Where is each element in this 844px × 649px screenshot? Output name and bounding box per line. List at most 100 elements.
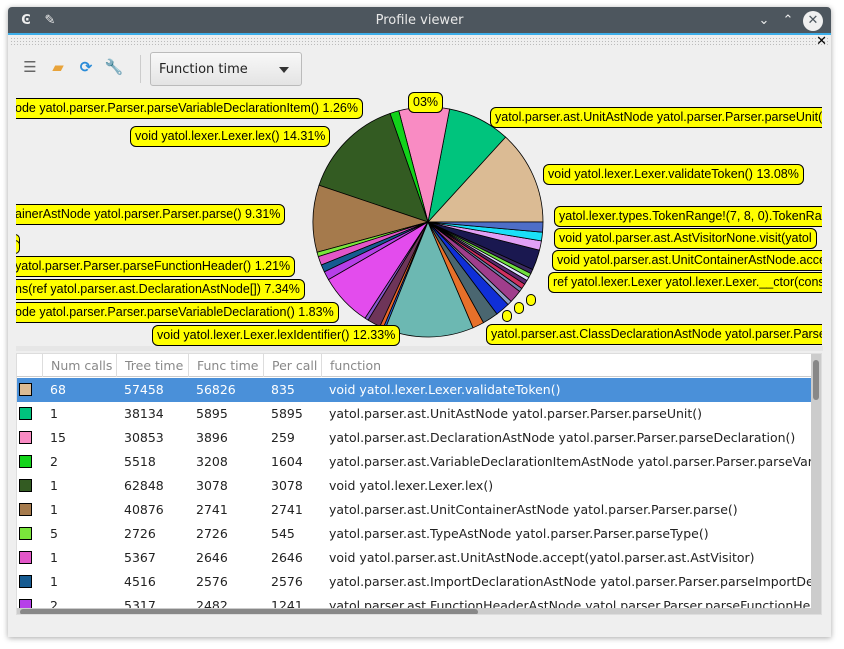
- cell-tree: 57458: [124, 382, 164, 397]
- table-row[interactable]: 2 5518 3208 1604 yatol.parser.ast.VariableDe…: [17, 450, 814, 474]
- column-header-color[interactable]: [17, 354, 42, 377]
- cell-fn: void yatol.lexer.Lexer.lex(): [329, 478, 494, 493]
- table-row[interactable]: 1 4516 2576 2576 yatol.parser.ast.ImportDecl…: [17, 570, 814, 594]
- pin-icon[interactable]: ✎: [44, 13, 56, 28]
- pie-slice[interactable]: [427, 221, 544, 233]
- cell-fn: yatol.parser.ast.UnitAstNode yatol.parse…: [329, 406, 703, 421]
- cell-func: 3078: [196, 478, 228, 493]
- color-swatch: [19, 575, 32, 588]
- cell-per: 259: [271, 430, 295, 445]
- cell-func: 2576: [196, 574, 228, 589]
- new-document-icon[interactable]: ☰: [23, 58, 37, 76]
- cell-per: 2576: [271, 574, 303, 589]
- cell-per: 1604: [271, 454, 303, 469]
- table-row[interactable]: 1 5367 2646 2646 void yatol.parser.ast.UnitA…: [17, 546, 814, 570]
- pie-label: yatol.parser.Parser.parseFunctionHeader(…: [16, 256, 296, 277]
- pie-label: yatol.parser.ast.UnitAstNode yatol.parse…: [490, 107, 822, 128]
- pie-slice[interactable]: [318, 112, 429, 223]
- cell-calls: 1: [50, 406, 58, 421]
- chevron-down-icon[interactable]: ⌄: [758, 13, 770, 28]
- cell-tree: 2726: [124, 526, 156, 541]
- cell-fn: void yatol.parser.ast.UnitAstNode.accept…: [329, 550, 755, 565]
- metric-combo[interactable]: Function time: [150, 52, 302, 86]
- cell-fn: yatol.parser.ast.TypeAstNode yatol.parse…: [329, 526, 709, 541]
- cell-func: 2646: [196, 550, 228, 565]
- pie-label-stacked: [514, 302, 524, 314]
- table-row[interactable]: 5 2726 2726 545 yatol.parser.ast.TypeAstNode…: [17, 522, 814, 546]
- dock-handle[interactable]: [10, 37, 829, 45]
- cell-func: 3896: [196, 430, 228, 445]
- chevron-up-icon[interactable]: ⌃: [782, 13, 794, 28]
- toolbar-separator: [140, 55, 141, 83]
- column-header-per-call[interactable]: Per call: [263, 354, 321, 377]
- wrench-icon[interactable]: 🔧: [104, 58, 124, 76]
- column-header-func-time[interactable]: Func time: [188, 354, 263, 377]
- cell-calls: 15: [50, 430, 66, 445]
- vertical-scrollbar[interactable]: [811, 354, 821, 614]
- cell-func: 5895: [196, 406, 228, 421]
- cell-tree: 30853: [124, 430, 164, 445]
- cell-calls: 5: [50, 526, 58, 541]
- table-header: Num calls Tree time Func time Per call f…: [17, 354, 815, 377]
- pie-svg: [312, 106, 544, 338]
- table-row[interactable]: 15 30853 3896 259 yatol.parser.ast.Declarati…: [17, 426, 814, 450]
- cell-fn: void yatol.lexer.Lexer.validateToken(): [329, 382, 561, 397]
- color-swatch: [19, 431, 32, 444]
- cell-calls: 1: [50, 550, 58, 565]
- pie-label: void yatol.parser.ast.UnitContainerAstNo…: [552, 250, 822, 271]
- horizontal-scrollbar[interactable]: [17, 608, 814, 614]
- scrollbar-thumb[interactable]: [20, 609, 478, 614]
- cell-func: 2741: [196, 502, 228, 517]
- cell-per: 2646: [271, 550, 303, 565]
- splitter-handle[interactable]: [16, 346, 823, 351]
- cell-func: 3208: [196, 454, 228, 469]
- dock-close-button[interactable]: ✕: [816, 34, 827, 49]
- open-folder-icon[interactable]: ▰: [52, 58, 64, 76]
- pie-label-stacked: [502, 310, 512, 322]
- pie-label: ainerAstNode yatol.parser.Parser.parse()…: [16, 204, 286, 225]
- pie-label-stacked: [526, 294, 536, 306]
- color-swatch: [19, 479, 32, 492]
- cell-per: 835: [271, 382, 295, 397]
- pie-slice[interactable]: [427, 136, 544, 223]
- pie-label: yatol.parser.ast.ClassDeclarationAstNode…: [486, 324, 822, 345]
- color-swatch: [19, 551, 32, 564]
- column-header-tree-time[interactable]: Tree time: [116, 354, 188, 377]
- cell-fn: yatol.parser.ast.VariableDeclarationItem…: [329, 454, 811, 469]
- close-icon[interactable]: ✕: [803, 11, 823, 31]
- pie-label: void yatol.parser.ast.AstVisitorNone.vis…: [554, 228, 817, 249]
- refresh-icon[interactable]: ⟳: [79, 58, 93, 76]
- window-title: Profile viewer: [375, 13, 464, 28]
- scrollbar-thumb[interactable]: [813, 360, 819, 400]
- cell-fn: yatol.parser.ast.DeclarationAstNode yato…: [329, 430, 796, 445]
- cell-calls: 1: [50, 502, 58, 517]
- cell-per: 545: [271, 526, 295, 541]
- cell-per: 5895: [271, 406, 303, 421]
- pie-label: yatol.lexer.types.TokenRange!(7, 8, 0).T…: [554, 206, 822, 227]
- cell-func: 2726: [196, 526, 228, 541]
- toolbar: ☰ ▰ ⟳ 🔧 Function time: [16, 51, 416, 86]
- cell-per: 3078: [271, 478, 303, 493]
- cell-per: 2741: [271, 502, 303, 517]
- cell-calls: 1: [50, 478, 58, 493]
- cell-tree: 38134: [124, 406, 164, 421]
- color-swatch: [19, 527, 32, 540]
- cell-calls: 68: [50, 382, 66, 397]
- cell-fn: yatol.parser.ast.UnitContainerAstNode ya…: [329, 502, 738, 517]
- color-swatch: [19, 455, 32, 468]
- color-swatch: [19, 503, 32, 516]
- cell-tree: 5518: [124, 454, 156, 469]
- pie-label: void yatol.lexer.Lexer.lexIdentifier() 1…: [152, 325, 401, 346]
- cell-tree: 5367: [124, 550, 156, 565]
- column-header-function[interactable]: function: [321, 354, 815, 377]
- table-row[interactable]: 68 57458 56826 835 void yatol.lexer.Lexer.va…: [17, 378, 814, 402]
- title-bar[interactable]: Ͼ ✎ Profile viewer ⌄ ⌃ ✕: [8, 7, 831, 35]
- table-row[interactable]: 1 40876 2741 2741 yatol.parser.ast.UnitConta…: [17, 498, 814, 522]
- kde-app-icon[interactable]: Ͼ: [21, 13, 31, 28]
- column-header-num-calls[interactable]: Num calls: [42, 354, 116, 377]
- table-row[interactable]: 1 38134 5895 5895 yatol.parser.ast.UnitAstNo…: [17, 402, 814, 426]
- profile-table: Num calls Tree time Func time Per call f…: [16, 353, 822, 615]
- cell-calls: 2: [50, 454, 58, 469]
- table-row[interactable]: 1 62848 3078 3078 void yatol.lexer.Lexer.lex…: [17, 474, 814, 498]
- pie-chart[interactable]: ode yatol.parser.Parser.parseVariableDec…: [16, 88, 822, 346]
